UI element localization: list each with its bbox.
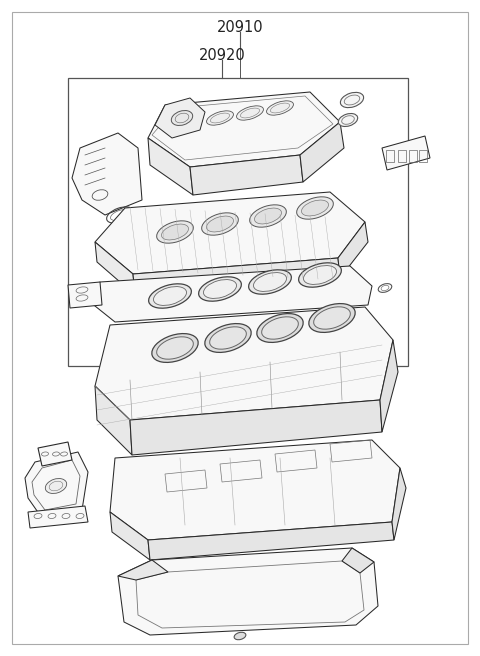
Ellipse shape — [297, 197, 333, 219]
Bar — [419, 150, 427, 162]
Ellipse shape — [205, 323, 251, 352]
Polygon shape — [148, 92, 340, 167]
Polygon shape — [118, 548, 378, 635]
Ellipse shape — [237, 106, 264, 120]
Bar — [409, 150, 417, 162]
Text: 20910: 20910 — [216, 20, 264, 35]
Polygon shape — [338, 222, 368, 278]
Polygon shape — [342, 548, 374, 573]
Ellipse shape — [249, 270, 291, 294]
Ellipse shape — [301, 200, 328, 216]
Ellipse shape — [250, 205, 287, 227]
Ellipse shape — [303, 266, 336, 285]
Ellipse shape — [152, 334, 198, 362]
Polygon shape — [392, 468, 406, 540]
Ellipse shape — [156, 221, 193, 243]
Ellipse shape — [262, 317, 299, 339]
Polygon shape — [133, 258, 340, 295]
Ellipse shape — [254, 208, 281, 224]
Polygon shape — [130, 400, 382, 455]
Ellipse shape — [149, 284, 192, 308]
Ellipse shape — [210, 327, 246, 349]
Polygon shape — [95, 242, 135, 295]
Ellipse shape — [204, 279, 237, 298]
Ellipse shape — [309, 304, 355, 333]
Bar — [386, 150, 394, 162]
Ellipse shape — [266, 101, 293, 115]
Polygon shape — [110, 512, 150, 560]
Polygon shape — [95, 192, 365, 274]
Polygon shape — [155, 98, 205, 138]
Polygon shape — [110, 440, 400, 540]
Ellipse shape — [253, 273, 287, 291]
Ellipse shape — [199, 277, 241, 301]
Ellipse shape — [340, 92, 364, 108]
Ellipse shape — [154, 287, 187, 306]
Polygon shape — [95, 307, 393, 420]
Ellipse shape — [313, 307, 350, 329]
Ellipse shape — [206, 216, 233, 232]
Ellipse shape — [45, 478, 67, 493]
Text: 20920: 20920 — [199, 48, 245, 63]
Polygon shape — [28, 506, 88, 528]
Ellipse shape — [156, 337, 193, 359]
Polygon shape — [90, 266, 372, 322]
Polygon shape — [118, 560, 168, 580]
Ellipse shape — [299, 263, 341, 287]
Polygon shape — [25, 452, 88, 518]
Polygon shape — [190, 155, 303, 195]
Polygon shape — [68, 282, 102, 308]
Ellipse shape — [338, 113, 358, 127]
Ellipse shape — [257, 314, 303, 342]
Bar — [398, 150, 406, 162]
Ellipse shape — [234, 632, 246, 640]
Polygon shape — [95, 386, 132, 455]
Polygon shape — [148, 522, 394, 560]
Polygon shape — [148, 138, 193, 195]
Bar — [68, 78, 408, 366]
Polygon shape — [72, 133, 142, 215]
Polygon shape — [380, 340, 398, 432]
Polygon shape — [300, 122, 344, 182]
Ellipse shape — [202, 213, 239, 236]
Polygon shape — [382, 136, 430, 170]
Ellipse shape — [206, 111, 233, 125]
Ellipse shape — [161, 224, 189, 240]
Polygon shape — [38, 442, 72, 466]
Ellipse shape — [171, 110, 192, 125]
